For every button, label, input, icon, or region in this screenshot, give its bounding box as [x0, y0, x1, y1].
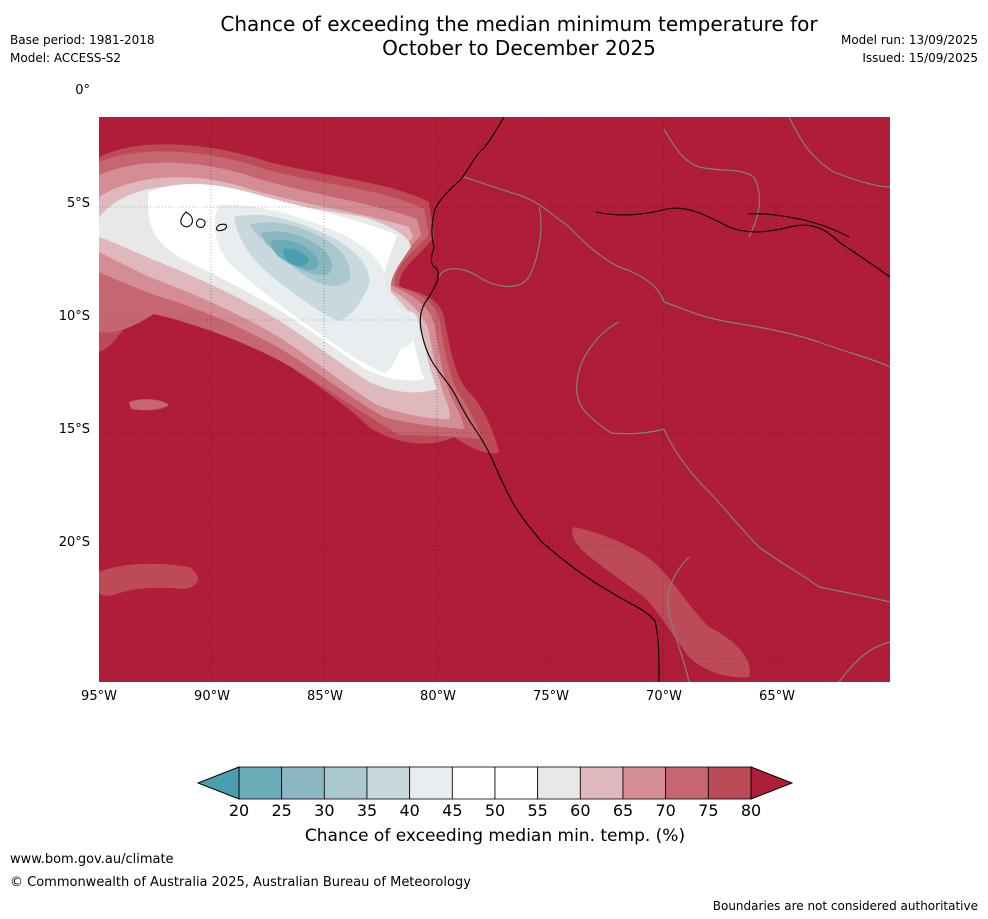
lon-label-95w: 95°W — [81, 689, 117, 704]
colorbar-tick-label: 65 — [612, 801, 634, 820]
lon-label-85w: 85°W — [307, 689, 343, 704]
colorbar-segment — [707, 766, 752, 800]
colorbar-tick-label: 30 — [314, 801, 335, 820]
title-line-2: October to December 2025 — [382, 36, 656, 60]
model-run-text: Model run: 13/09/2025 — [840, 33, 978, 47]
colorbar-segment — [323, 766, 368, 800]
colorbar-tick-label: 20 — [228, 801, 250, 820]
colorbar-segment — [537, 766, 581, 800]
lon-label-70w: 70°W — [646, 689, 682, 704]
header-right: Model run: 13/09/2025 Issued: 15/09/2025 — [841, 31, 978, 67]
colorbar-tick-label: 45 — [442, 801, 463, 820]
colorbar-tick-label: 40 — [399, 801, 420, 820]
probability-map — [99, 117, 890, 682]
contour-peru-coast-45 — [383, 310, 420, 350]
lon-label-90w: 90°W — [194, 689, 230, 704]
colorbar-segment — [238, 766, 283, 800]
coastline — [180, 117, 890, 682]
colorbar-segment — [622, 766, 667, 800]
contour-bolivia-70 — [572, 527, 750, 678]
colorbar-segment — [281, 766, 325, 800]
colorbar-tick-label: 50 — [484, 801, 506, 820]
colorbar-tick-label: 75 — [698, 801, 719, 820]
colorbar-tick-label: 35 — [356, 801, 378, 820]
colorbar-segment — [579, 766, 624, 800]
footer-url: www.bom.gov.au/climate — [10, 852, 174, 867]
colorbar-segment — [409, 766, 453, 800]
colorbar-tick-label: 60 — [570, 801, 591, 820]
colorbar-under-triangle — [197, 766, 240, 800]
contour-galapagos-west-65 — [129, 399, 169, 411]
colorbar-tick-label: 80 — [740, 801, 762, 820]
map-title: Chance of exceeding the median minimum t… — [150, 12, 888, 60]
colorbar-label: Chance of exceeding median min. temp. (%… — [304, 826, 686, 846]
lon-label-65w: 65°W — [759, 689, 795, 704]
lat-label-0: 0° — [75, 83, 90, 98]
lat-label-20s: 20°S — [58, 535, 90, 550]
lat-label-10s: 10°S — [58, 309, 90, 324]
footer-note: Boundaries are not considered authoritat… — [712, 899, 978, 913]
contour-southwest-70 — [99, 563, 199, 596]
graticule — [99, 117, 890, 682]
title-line-1: Chance of exceeding the median minimum t… — [220, 12, 818, 36]
colorbar-segment — [494, 766, 539, 800]
contour-below-20 — [283, 248, 309, 266]
footer-copyright: © Commonwealth of Australia 2025, Austra… — [10, 875, 471, 890]
colorbar-tick-label: 25 — [271, 801, 292, 820]
colorbar-tick-label: 70 — [655, 801, 676, 820]
header-left: Base period: 1981-2018 Model: ACCESS-S2 — [10, 31, 155, 67]
lat-label-15s: 15°S — [58, 422, 90, 437]
lat-label-5s: 5°S — [66, 196, 90, 211]
colorbar-tick-label: 55 — [527, 801, 548, 820]
issued-text: Issued: 15/09/2025 — [862, 51, 978, 65]
lon-label-75w: 75°W — [533, 689, 569, 704]
colorbar-over-triangle — [750, 766, 793, 800]
colorbar-segment — [665, 766, 709, 800]
base-period-text: Base period: 1981-2018 — [10, 33, 155, 47]
anomaly-contours — [99, 144, 750, 678]
colorbar — [197, 766, 793, 800]
country-borders — [438, 117, 890, 682]
lon-label-80w: 80°W — [420, 689, 456, 704]
colorbar-segment — [366, 766, 411, 800]
colorbar-segments — [238, 766, 752, 800]
colorbar-segment — [451, 766, 496, 800]
model-text: Model: ACCESS-S2 — [10, 51, 122, 65]
